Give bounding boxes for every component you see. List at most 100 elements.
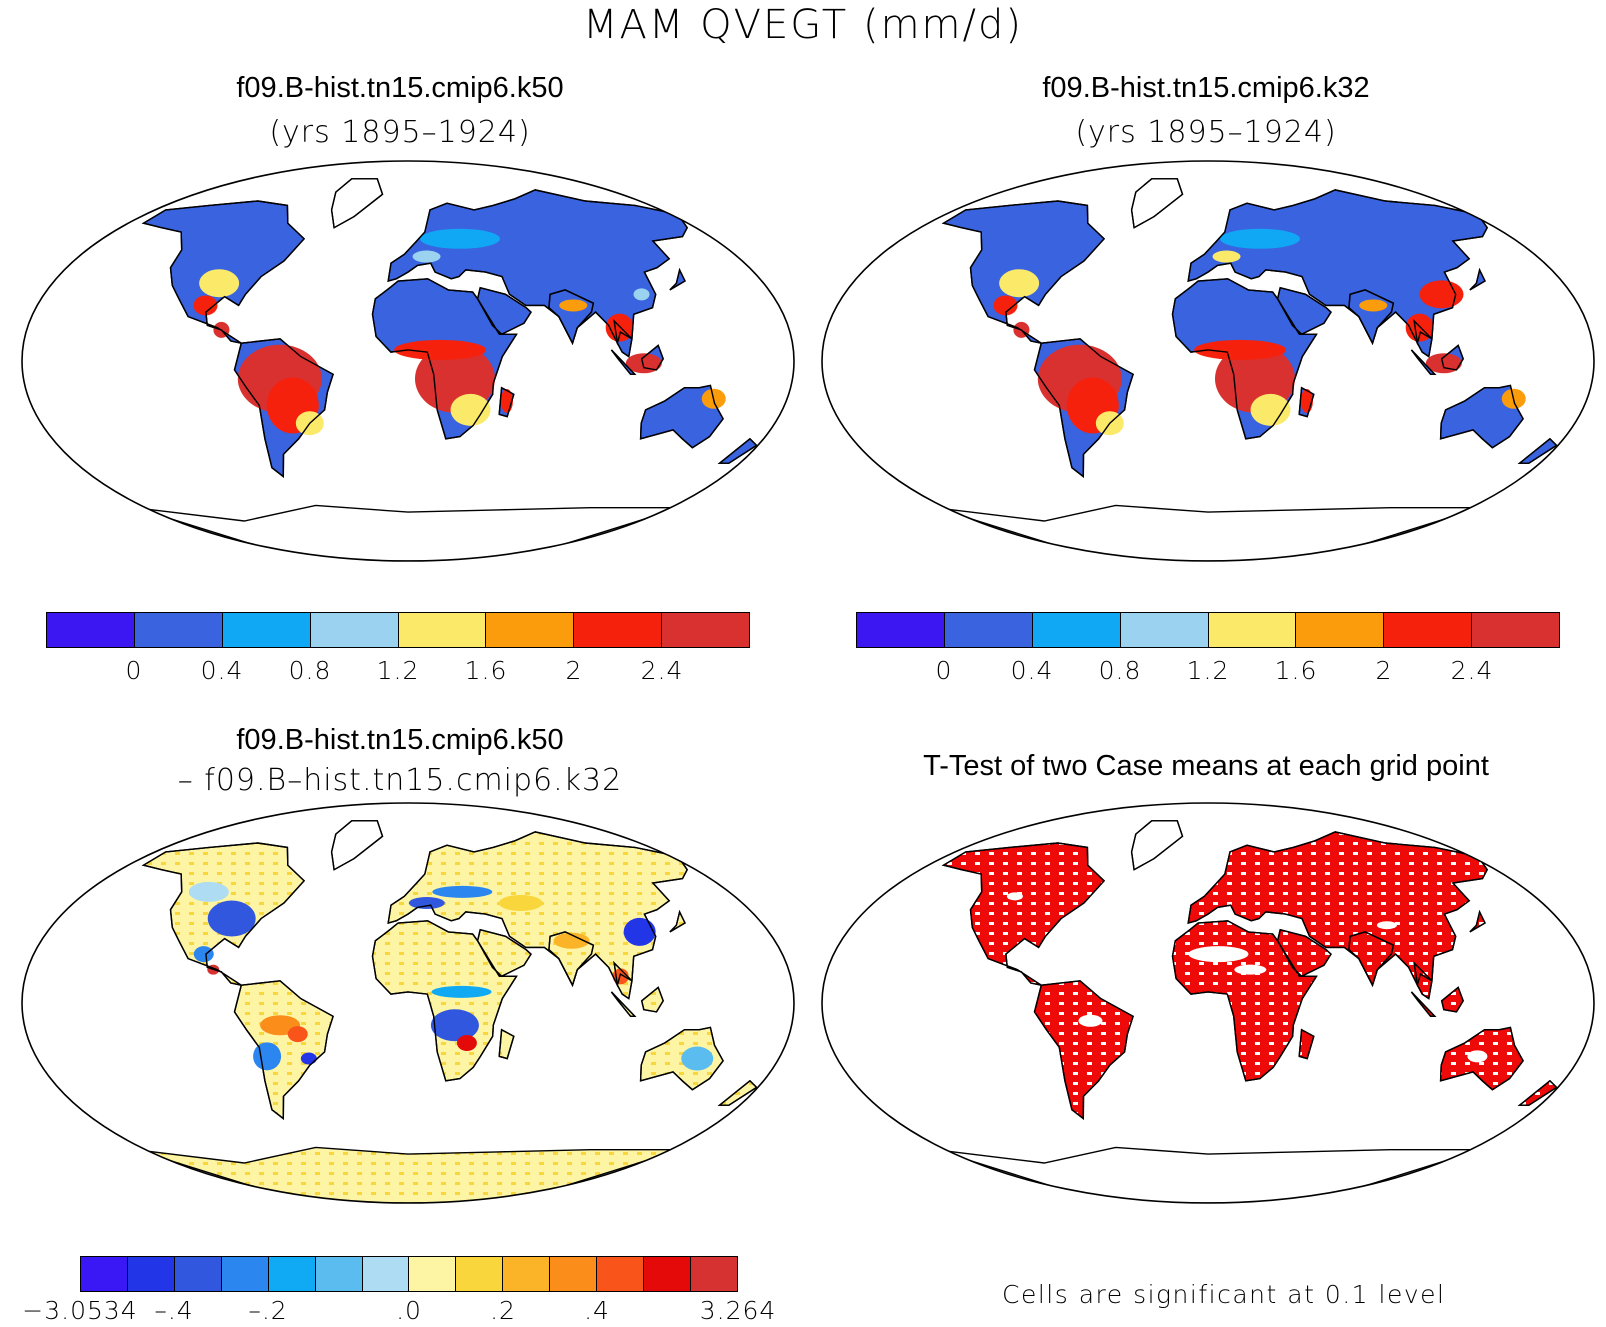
map-border bbox=[21, 802, 795, 1204]
colorbar-swatch bbox=[315, 1257, 363, 1291]
colorbar-tick-label: 0 bbox=[935, 656, 953, 685]
coastline bbox=[141, 200, 306, 344]
colorbar-tick-label: 0.8 bbox=[288, 656, 332, 685]
colorbar-swatch bbox=[1208, 613, 1297, 647]
colorbar-swatch bbox=[503, 1257, 551, 1291]
landmass-northAmerica bbox=[941, 842, 1106, 986]
coastline bbox=[498, 1028, 515, 1060]
coastline bbox=[640, 344, 664, 371]
field-region bbox=[430, 1009, 479, 1042]
colorbar-tick-label: 1.6 bbox=[1274, 656, 1318, 685]
coastline bbox=[1033, 338, 1134, 479]
colorbar-tick-label: 1.6 bbox=[464, 656, 508, 685]
colorbar-tick-label: .0 bbox=[396, 1296, 422, 1325]
field-region bbox=[1188, 946, 1249, 963]
colorbar-swatch bbox=[456, 1257, 504, 1291]
colorbar-tick-label: –.4 bbox=[154, 1296, 194, 1325]
coastline bbox=[1440, 986, 1464, 1013]
coastline bbox=[941, 200, 1106, 344]
field-region bbox=[1234, 964, 1267, 975]
colorbar-tick-label: 0.4 bbox=[200, 656, 244, 685]
colorbar-tick-label: 0.4 bbox=[1010, 656, 1054, 685]
landmass-antarctica bbox=[934, 1146, 1482, 1203]
coastline bbox=[387, 189, 689, 346]
coastline bbox=[498, 386, 515, 418]
colorbar-tick-label: 3.264 bbox=[699, 1296, 777, 1325]
field-region bbox=[498, 895, 543, 911]
coastline bbox=[1187, 189, 1489, 346]
field-region bbox=[193, 946, 214, 963]
colorbar-tick-label: .2 bbox=[490, 1296, 516, 1325]
colorbar-labels-bottom-left: −3.0534 –.4 –.2 .0 .2 .4 3.264 bbox=[22, 1296, 775, 1326]
coastline bbox=[548, 931, 595, 988]
landmass-greenland bbox=[330, 820, 384, 871]
colorbar-swatch bbox=[310, 613, 399, 647]
field-region bbox=[1419, 280, 1464, 309]
coastline bbox=[1469, 909, 1486, 933]
colorbar-swatch bbox=[690, 1257, 737, 1291]
colorbar-swatch bbox=[398, 613, 487, 647]
field-region bbox=[419, 228, 500, 249]
coastline bbox=[1187, 831, 1489, 988]
field-region bbox=[1376, 921, 1397, 930]
coastline bbox=[1298, 386, 1315, 418]
coastline bbox=[1410, 991, 1437, 1017]
colorbar-swatch bbox=[409, 1257, 457, 1291]
coastline bbox=[476, 286, 532, 336]
panel-title-bottom-right: T-Test of two Case means at each grid po… bbox=[923, 750, 1489, 782]
panel-subtitle-bottom-left: – f09.B–hist.tn15.cmip6.k32 bbox=[177, 763, 623, 798]
coastline bbox=[1469, 267, 1486, 291]
coastline bbox=[141, 842, 306, 986]
colorbar-swatch bbox=[944, 613, 1033, 647]
coastline bbox=[1440, 344, 1464, 371]
field-region bbox=[1467, 1050, 1488, 1063]
coastline bbox=[1348, 289, 1395, 346]
field-region bbox=[412, 250, 441, 263]
field-region bbox=[625, 353, 662, 374]
coastline bbox=[1348, 931, 1395, 988]
landmass-greenland bbox=[1130, 820, 1184, 871]
figure-title: MAM QVEGT (mm/d) bbox=[583, 2, 1023, 48]
coastline bbox=[330, 820, 384, 871]
colorbar-tick-label: 2.4 bbox=[640, 656, 684, 685]
coastline bbox=[387, 831, 689, 988]
colorbar-swatch bbox=[1384, 613, 1473, 647]
panel-title-top-right: f09.B-hist.tn15.cmip6.k32 bbox=[1042, 72, 1370, 104]
landmass-greenland bbox=[1130, 178, 1184, 229]
coastline bbox=[1413, 961, 1433, 1000]
colorbar-labels-top-right: 0 0.4 0.8 1.2 1.6 2 2.4 bbox=[856, 656, 1560, 686]
colorbar-swatch bbox=[174, 1257, 222, 1291]
colorbar-tick-label: 2 bbox=[565, 656, 583, 685]
colorbar-swatch bbox=[268, 1257, 316, 1291]
colorbar-tick-label: 1.2 bbox=[376, 656, 420, 685]
field-region bbox=[1219, 228, 1300, 249]
field-region bbox=[1250, 393, 1291, 426]
colorbar-top-left bbox=[46, 612, 750, 648]
field-region bbox=[456, 1035, 477, 1051]
colorbar-swatch bbox=[362, 1257, 410, 1291]
colorbar-swatch bbox=[574, 613, 663, 647]
field-region bbox=[432, 885, 493, 898]
coastline bbox=[1171, 920, 1318, 1082]
field-region bbox=[188, 881, 229, 902]
field-region bbox=[993, 295, 1018, 316]
field-region bbox=[1425, 353, 1462, 374]
colorbar-tick-label: .4 bbox=[584, 1296, 610, 1325]
colorbar-swatch bbox=[1032, 613, 1121, 647]
colorbar-swatch bbox=[134, 613, 223, 647]
field-region bbox=[623, 917, 656, 946]
field-region bbox=[253, 1042, 282, 1071]
colorbar-swatch bbox=[486, 613, 575, 647]
coastline bbox=[610, 991, 637, 1017]
coastline bbox=[1413, 319, 1433, 358]
coastline bbox=[639, 1026, 724, 1091]
colorbar-swatch bbox=[1472, 613, 1559, 647]
colorbar-swatch bbox=[81, 1257, 128, 1291]
coastline bbox=[1130, 820, 1184, 871]
coastline bbox=[1298, 1028, 1315, 1060]
field-region bbox=[199, 269, 240, 298]
field-region bbox=[287, 1026, 308, 1043]
coastline bbox=[476, 928, 532, 978]
map-panel-bottom-left bbox=[21, 802, 795, 1204]
coastline bbox=[1171, 278, 1318, 440]
